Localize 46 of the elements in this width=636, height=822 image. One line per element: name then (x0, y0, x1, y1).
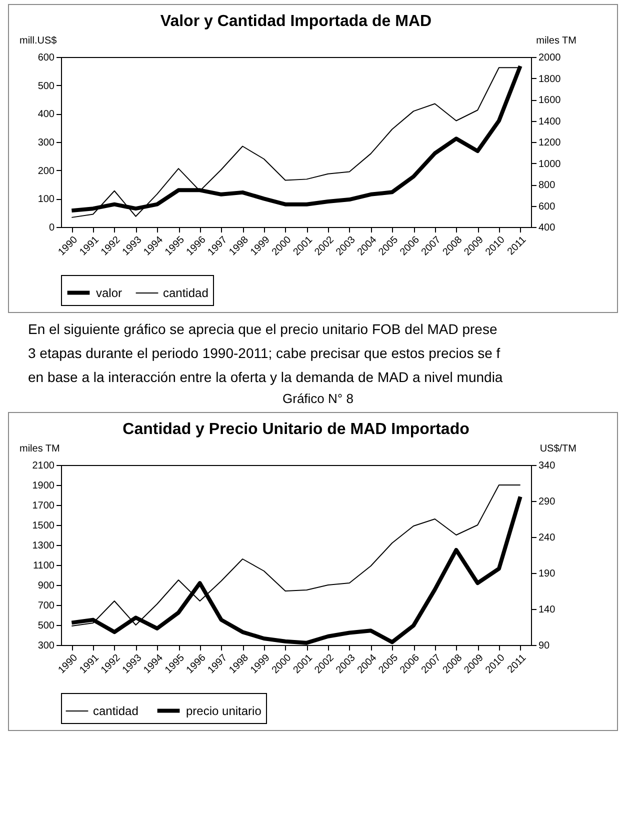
y-axis-title: miles TM (20, 444, 60, 454)
y-tick-label: 200 (38, 166, 55, 177)
y2-axis-title: US$/TM (540, 444, 576, 454)
chart-title: Valor y Cantidad Importada de MAD (160, 13, 432, 30)
y-tick-label: 1900 (32, 480, 55, 492)
legend-label: cantidad (163, 286, 208, 300)
y2-tick-label: 1400 (538, 116, 562, 128)
y-axis-title: mill.US$ (20, 36, 58, 46)
y-tick-label: 1300 (32, 540, 55, 552)
text: Gráfico N° 8 (282, 391, 354, 406)
y-tick-label: 1500 (32, 520, 55, 532)
y2-tick-label: 240 (538, 532, 556, 544)
y-tick-label: 500 (38, 620, 55, 632)
text: 3 etapas durante el periodo 1990-2011; cabe precisar que estos precios se f (28, 344, 502, 363)
y2-tick-label: 190 (538, 568, 556, 580)
y-tick-label: 300 (38, 640, 55, 652)
y2-tick-label: 600 (538, 201, 556, 212)
y-tick-label: 1700 (32, 500, 55, 512)
y2-axis-title: miles TM (536, 36, 576, 46)
y2-tick-label: 1800 (538, 74, 562, 85)
legend-label: precio unitario (186, 704, 262, 718)
y-tick-label: 900 (38, 580, 55, 592)
y-tick-label: 400 (38, 109, 55, 120)
y2-tick-label: 2000 (538, 52, 562, 64)
y2-tick-label: 800 (538, 180, 556, 191)
y-tick-label: 0 (48, 222, 55, 234)
y-tick-label: 700 (38, 600, 55, 612)
y2-tick-label: 290 (538, 496, 556, 508)
text: En el siguiente gráfico se aprecia que el precio unitario FOB del MAD prese (28, 320, 498, 339)
legend-label: valor (96, 286, 122, 300)
y-tick-label: 600 (38, 52, 55, 64)
chart-title: Cantidad y Precio Unitario de MAD Importado (122, 421, 470, 438)
y2-tick-label: 140 (538, 604, 556, 616)
legend-label: cantidad (93, 704, 138, 718)
y2-tick-label: 400 (538, 222, 556, 234)
y2-tick-label: 1000 (538, 158, 562, 170)
y-tick-label: 2100 (32, 460, 55, 472)
text: en base a la interacción entre la oferta y la demanda de MAD a nivel mundia (28, 368, 504, 387)
y-tick-label: 500 (38, 80, 55, 92)
y2-tick-label: 340 (538, 460, 556, 472)
y2-tick-label: 90 (538, 640, 550, 652)
y-tick-label: 300 (38, 138, 55, 148)
y2-tick-label: 1600 (538, 95, 562, 106)
y2-tick-label: 1200 (538, 138, 562, 148)
y-tick-label: 1100 (32, 560, 55, 572)
y-tick-label: 100 (38, 194, 55, 206)
